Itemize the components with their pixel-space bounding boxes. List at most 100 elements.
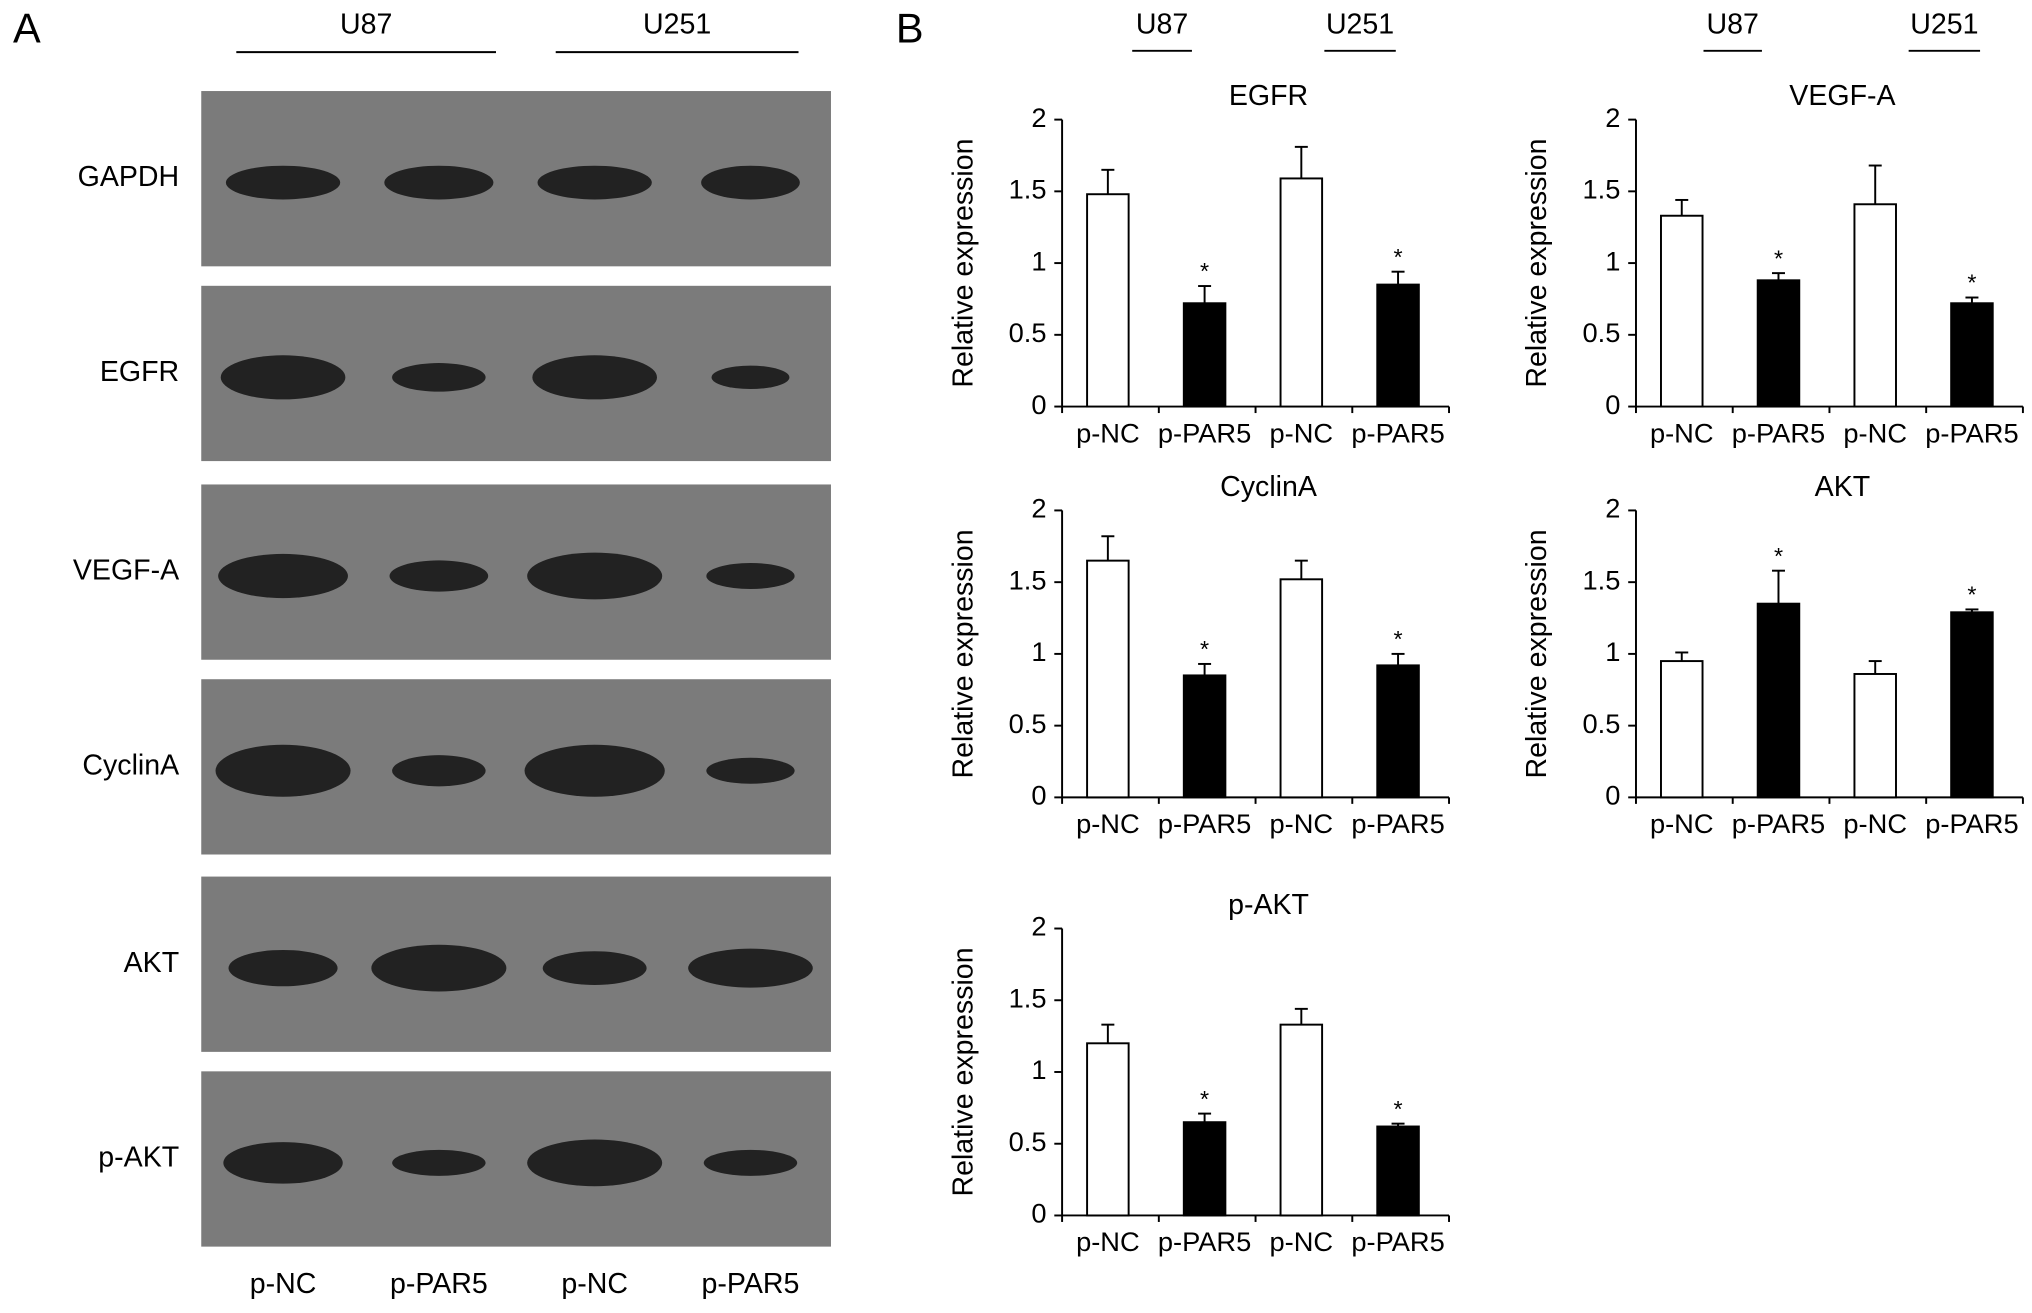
y-axis-label: Relative expression <box>947 529 979 778</box>
chart-title: p-AKT <box>1228 889 1309 921</box>
y-axis-label: Relative expression <box>947 139 979 388</box>
blot-band <box>392 1149 486 1176</box>
blot-band <box>218 553 348 599</box>
blot-band <box>225 165 341 200</box>
blot-band <box>371 944 507 992</box>
x-tick-label: p-NC <box>1843 808 1907 839</box>
blot-band <box>384 165 494 200</box>
y-tick-label: 1.5 <box>1009 982 1047 1013</box>
blot-band <box>703 1149 798 1176</box>
y-tick-label: 1 <box>1605 636 1620 667</box>
x-tick-label: p-PAR5 <box>1732 808 1825 839</box>
protein-label: p-AKT <box>98 1142 179 1174</box>
significance-mark: * <box>1774 245 1783 271</box>
panel-label: A <box>13 4 41 51</box>
significance-mark: * <box>1967 582 1976 608</box>
blot-band <box>223 1142 343 1184</box>
y-tick-label: 0 <box>1031 1198 1046 1229</box>
x-tick-label: p-PAR5 <box>1351 1226 1444 1257</box>
y-tick-label: 0.5 <box>1009 317 1047 348</box>
protein-label: GAPDH <box>78 161 180 193</box>
significance-mark: * <box>1774 543 1783 569</box>
significance-mark: * <box>1200 1086 1209 1112</box>
blot-band <box>527 552 663 600</box>
bar <box>1182 1121 1227 1217</box>
y-tick-label: 0 <box>1605 389 1620 420</box>
y-tick-label: 1.5 <box>1583 174 1621 205</box>
blot-band <box>524 744 665 797</box>
x-tick-label: p-PAR5 <box>1158 808 1251 839</box>
bar <box>1376 283 1420 408</box>
blot-band <box>389 560 489 592</box>
blot-band <box>392 363 486 392</box>
y-tick-label: 1 <box>1031 1054 1046 1085</box>
panel-label: B <box>896 4 924 51</box>
bar <box>1279 177 1324 408</box>
column-header: U251 <box>1910 9 1978 41</box>
y-tick-label: 0.5 <box>1583 708 1621 739</box>
column-header: U251 <box>1326 9 1394 41</box>
bar <box>1376 1125 1420 1217</box>
y-tick-label: 0.5 <box>1009 708 1047 739</box>
x-tick-label: p-NC <box>1843 417 1907 448</box>
x-tick-label: p-PAR5 <box>1351 808 1444 839</box>
x-tick-label: p-PAR5 <box>1158 417 1251 448</box>
bar <box>1086 193 1130 408</box>
y-tick-label: 0.5 <box>1009 1126 1047 1157</box>
cell-line-label: U87 <box>340 9 392 41</box>
x-tick-label: p-NC <box>1076 808 1140 839</box>
lane-label: p-NC <box>561 1268 628 1300</box>
significance-mark: * <box>1394 244 1403 270</box>
bar <box>1853 673 1897 799</box>
x-tick-label: p-PAR5 <box>1732 417 1825 448</box>
significance-mark: * <box>1200 636 1209 662</box>
y-axis-label: Relative expression <box>1521 529 1553 778</box>
blot-band <box>706 757 795 784</box>
blot-band <box>532 355 657 400</box>
x-tick-label: p-NC <box>1270 1226 1334 1257</box>
blot-band <box>701 165 800 200</box>
y-tick-label: 1.5 <box>1009 564 1047 595</box>
x-tick-label: p-NC <box>1076 1226 1140 1257</box>
x-tick-label: p-PAR5 <box>1351 417 1444 448</box>
x-tick-label: p-NC <box>1270 808 1334 839</box>
x-tick-label: p-NC <box>1650 808 1714 839</box>
bar <box>1182 302 1227 408</box>
y-tick-label: 1 <box>1031 245 1046 276</box>
bar <box>1756 279 1801 408</box>
bar <box>1756 602 1801 799</box>
bar <box>1086 559 1130 799</box>
chart-title: VEGF-A <box>1789 80 1895 112</box>
x-tick-label: p-NC <box>1270 417 1334 448</box>
protein-label: EGFR <box>100 356 179 388</box>
y-tick-label: 1 <box>1605 245 1620 276</box>
y-tick-label: 2 <box>1605 102 1620 133</box>
x-tick-label: p-NC <box>1076 417 1140 448</box>
blot-band <box>706 563 795 589</box>
blot-band <box>228 949 338 987</box>
bar <box>1279 578 1324 799</box>
lane-label: p-PAR5 <box>702 1268 800 1300</box>
blot-band <box>537 165 652 200</box>
bar <box>1950 611 1994 799</box>
blot-band <box>688 948 813 988</box>
x-tick-label: p-PAR5 <box>1925 808 2018 839</box>
lane-label: p-PAR5 <box>390 1268 488 1300</box>
blot-band <box>220 355 346 400</box>
y-tick-label: 2 <box>1031 911 1046 942</box>
blot-band <box>711 365 790 390</box>
x-tick-label: p-PAR5 <box>1158 1226 1251 1257</box>
column-header: U87 <box>1136 9 1188 41</box>
blot-band <box>527 1139 663 1187</box>
y-tick-label: 2 <box>1605 493 1620 524</box>
y-tick-label: 0 <box>1031 780 1046 811</box>
x-tick-label: p-NC <box>1650 417 1714 448</box>
y-tick-label: 0.5 <box>1583 317 1621 348</box>
significance-mark: * <box>1200 258 1209 284</box>
y-tick-label: 0 <box>1605 780 1620 811</box>
y-tick-label: 1.5 <box>1009 174 1047 205</box>
blot-band <box>392 755 486 787</box>
y-tick-label: 2 <box>1031 493 1046 524</box>
y-tick-label: 1 <box>1031 636 1046 667</box>
